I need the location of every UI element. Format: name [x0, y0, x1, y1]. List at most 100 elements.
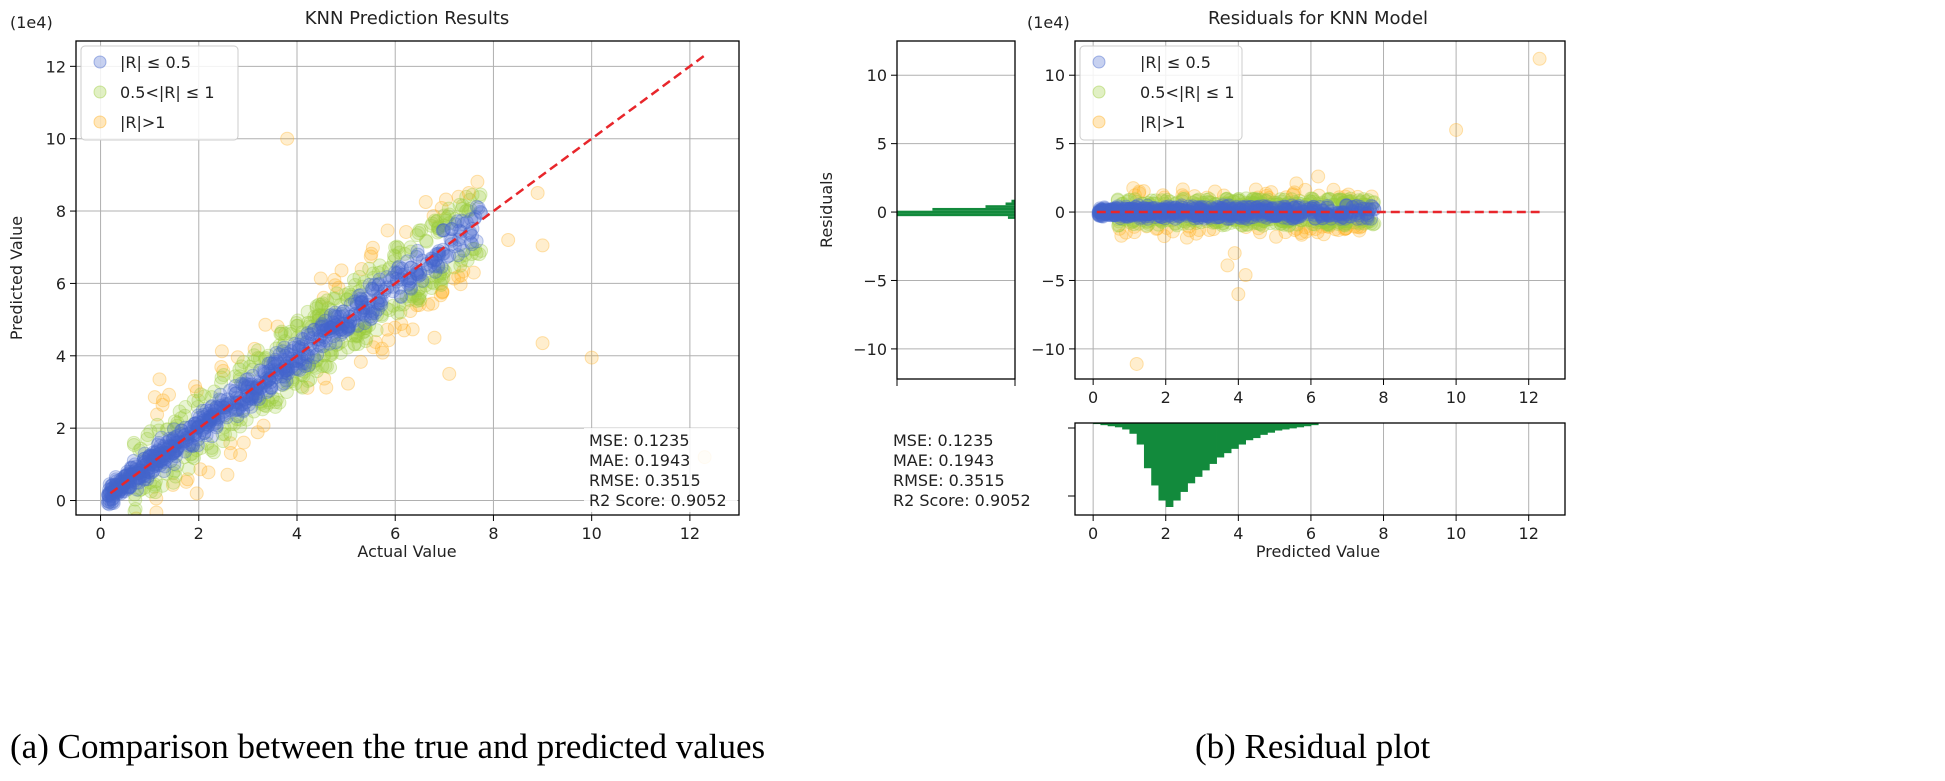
right-x-tick-label: 2: [1161, 388, 1171, 407]
left-scatter-point: [209, 420, 224, 435]
right-scatter-point: [1305, 217, 1320, 232]
left-scatter-point: [285, 374, 300, 389]
left-scatter-point: [163, 454, 178, 469]
left-scatter-point: [372, 258, 387, 273]
right-scatter-point: [1142, 213, 1157, 228]
right-scatter-point: [1225, 203, 1240, 218]
right-scatter-point: [1254, 195, 1269, 210]
left-scatter-point: [178, 427, 193, 442]
left-scatter-point: [341, 285, 356, 300]
left-scatter-point: [223, 383, 238, 398]
left-scatter-point: [354, 292, 369, 307]
left-scatter-point: [300, 326, 315, 341]
left-scatter-point: [338, 287, 353, 302]
left-scatter-point: [340, 340, 355, 355]
left-scatter-point: [178, 444, 193, 459]
left-scatter-point: [276, 338, 291, 353]
right-scatter-point: [1128, 207, 1143, 222]
right-scatter-point: [1280, 214, 1295, 229]
left-scatter-point: [314, 319, 329, 334]
right-scatter-point: [1198, 200, 1213, 215]
left-scatter-point: [136, 469, 151, 484]
left-scatter-point: [303, 327, 318, 342]
right-scatter-point: [1337, 213, 1352, 228]
left-scatter-point: [187, 425, 202, 440]
left-x-tick-label: 8: [488, 524, 498, 543]
left-scatter-point: [437, 218, 452, 233]
left-scatter-point: [362, 277, 377, 292]
right-scatter-point: [1189, 196, 1204, 211]
left-scatter-point: [214, 344, 229, 359]
left-scatter-point: [418, 195, 433, 210]
right-scatter-point: [1247, 195, 1262, 210]
left-stat-mae: MAE: 0.1943: [589, 451, 690, 470]
left-scatter-point: [427, 259, 442, 274]
predicted-histogram-bar: [1289, 423, 1297, 429]
right-scatter-point: [1341, 195, 1356, 210]
left-scatter-point: [182, 437, 197, 452]
left-scatter-point: [391, 240, 406, 255]
left-scatter-point: [405, 289, 420, 304]
right-scatter-point: [1199, 192, 1214, 207]
left-scatter-point: [122, 480, 137, 495]
right-scatter-point: [1259, 189, 1274, 204]
right-scatter-point: [1185, 199, 1200, 214]
left-scatter-point: [140, 461, 155, 476]
left-scatter-point: [180, 472, 195, 487]
left-scatter-point: [185, 446, 200, 461]
right-scatter-point: [1108, 203, 1123, 218]
left-offset-label: (1e4): [10, 13, 53, 32]
left-scatter-point: [242, 391, 257, 406]
left-scatter-point: [390, 306, 405, 321]
left-scatter-point: [420, 261, 435, 276]
right-scatter-point: [1173, 207, 1188, 222]
right-scatter-point: [1281, 213, 1296, 228]
right-scatter-point: [1237, 210, 1252, 225]
right-scatter-point: [1320, 206, 1335, 221]
right-x-tick-label: 4: [1233, 388, 1243, 407]
right-scatter-point: [1137, 203, 1152, 218]
left-scatter-point: [117, 472, 132, 487]
right-scatter-point: [1141, 203, 1156, 218]
right-scatter-point: [1315, 219, 1330, 234]
right-scatter-point: [1331, 214, 1346, 229]
right-scatter-point: [1141, 214, 1156, 229]
left-scatter-point: [297, 346, 312, 361]
left-scatter-point: [238, 376, 253, 391]
right-scatter-point: [1128, 203, 1143, 218]
residual-histogram-panel: −10 −5 0 5 10 Residuals: [817, 40, 1016, 386]
right-scatter-point: [1229, 199, 1244, 214]
left-scatter-point: [474, 243, 489, 258]
left-scatter-point: [328, 278, 343, 293]
right-scatter-point: [1269, 229, 1284, 244]
predicted-histogram-bar: [1107, 423, 1116, 427]
left-scatter-point: [204, 400, 219, 415]
predicted-histogram-bar: [1303, 423, 1312, 427]
left-scatter-point: [108, 486, 123, 501]
right-scatter-point: [1165, 224, 1180, 239]
left-scatter-point: [397, 323, 412, 338]
left-scatter-point: [309, 353, 324, 368]
right-scatter-point: [1263, 216, 1278, 231]
left-scatter-point: [430, 225, 445, 240]
left-scatter-point: [263, 370, 278, 385]
left-scatter-point: [458, 204, 473, 219]
left-scatter-point: [365, 282, 380, 297]
right-scatter-point: [1174, 203, 1189, 218]
left-scatter-point: [153, 446, 168, 461]
left-scatter-point: [182, 438, 197, 453]
right-scatter-point: [1092, 207, 1107, 222]
left-scatter-point: [217, 400, 232, 415]
left-scatter-point: [434, 277, 449, 292]
left-scatter-point: [301, 359, 316, 374]
right-scatter-point: [1320, 200, 1335, 215]
left-scatter-point: [159, 452, 174, 467]
right-scatter-point: [1271, 212, 1286, 227]
left-scatter-point: [407, 288, 422, 303]
right-scatter-point: [1364, 189, 1379, 204]
right-scatter-point: [1249, 200, 1264, 215]
right-scatter-point: [1202, 223, 1217, 238]
right-scatter-point: [1161, 206, 1176, 221]
left-scatter-point: [257, 398, 272, 413]
right-scatter-point: [1139, 218, 1154, 233]
